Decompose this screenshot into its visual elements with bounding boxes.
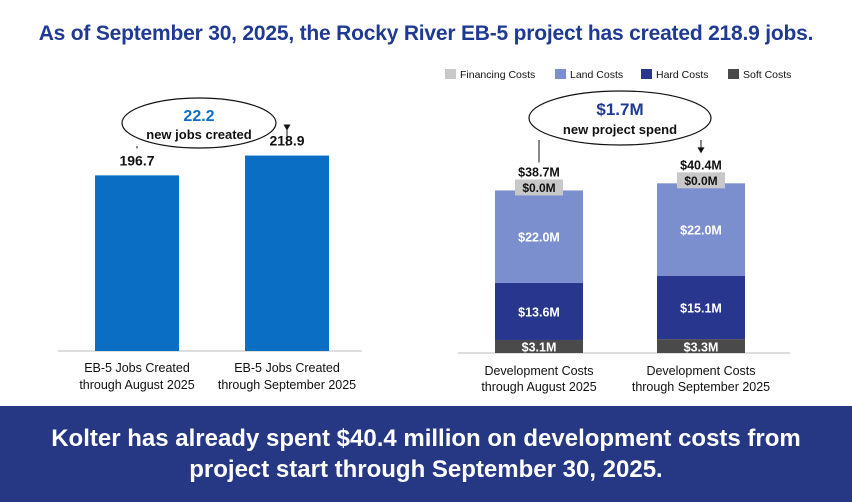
jobs-callout-text: new jobs created — [146, 127, 252, 142]
cost-segment-label: $15.1M — [680, 301, 722, 315]
cost-callout-value: $1.7M — [596, 100, 643, 119]
cost-total-label: $38.7M — [518, 165, 560, 179]
cost-segment-label: $0.0M — [522, 181, 555, 195]
jobs-callout-bubble — [121, 97, 277, 149]
summary-line-2: project start through September 30, 2025… — [189, 456, 663, 483]
cost-category-label: Development Costs — [484, 364, 593, 378]
jobs-callout-value: 22.2 — [183, 108, 214, 125]
cost-segment — [495, 282, 583, 340]
cost-category-label: through September 2025 — [632, 380, 770, 394]
jobs-bar — [95, 175, 179, 351]
cost-segment-label: $22.0M — [518, 231, 560, 245]
cost-callout-arrow — [697, 147, 705, 154]
cost-callout-text: new project spend — [563, 122, 677, 137]
legend-label: Land Costs — [570, 69, 623, 81]
page-title: As of September 30, 2025, the Rocky Rive… — [38, 22, 814, 45]
legend-label: Financing Costs — [460, 69, 535, 81]
jobs-callout-arrow — [283, 124, 291, 131]
cost-segment-label: $0.0M — [684, 174, 717, 188]
cost-category-label: Development Costs — [646, 364, 755, 378]
financing-segment-label-box — [677, 172, 725, 189]
jobs-category-label: through August 2025 — [79, 378, 194, 392]
legend-label: Soft Costs — [743, 69, 791, 81]
cost-segment-label: $22.0M — [680, 224, 722, 238]
legend-swatch — [728, 69, 739, 79]
cost-category-label: through August 2025 — [481, 380, 596, 394]
cost-segment-label: $13.6M — [518, 305, 560, 319]
jobs-bar — [245, 155, 329, 351]
legend-swatch — [555, 69, 566, 79]
cost-segment — [495, 339, 583, 353]
cost-callout-bubble — [528, 90, 712, 146]
legend-swatch — [445, 69, 456, 79]
cost-segment-label: $3.3M — [684, 341, 719, 355]
cost-segment — [495, 190, 583, 283]
legend-label: Hard Costs — [656, 69, 709, 81]
cost-segment — [657, 183, 745, 276]
jobs-category-label: EB-5 Jobs Created — [234, 361, 340, 375]
legend-swatch — [641, 69, 652, 79]
jobs-category-label: through September 2025 — [218, 378, 356, 392]
jobs-bar-value-label: 196.7 — [119, 152, 154, 168]
cost-segment-label: $3.1M — [522, 341, 557, 355]
summary-line-1: Kolter has already spent $40.4 million o… — [51, 425, 801, 452]
financing-segment-label-box — [515, 179, 563, 196]
cost-segment — [657, 339, 745, 353]
jobs-category-label: EB-5 Jobs Created — [84, 361, 190, 375]
charts-canvas: 196.7 EB-5 Jobs Created through August 202… — [58, 69, 791, 394]
summary-banner: Kolter has already spent $40.4 million o… — [0, 406, 852, 502]
cost-segment — [657, 275, 745, 340]
cost-total-label: $40.4M — [680, 158, 722, 172]
